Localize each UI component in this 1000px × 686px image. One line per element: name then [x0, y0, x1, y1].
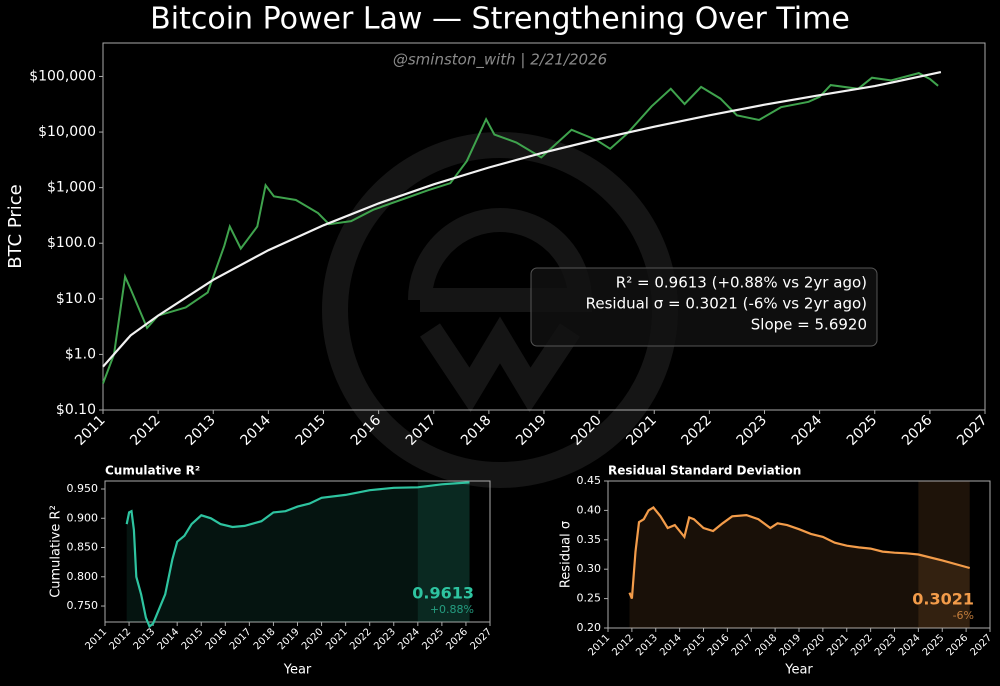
y-tick-label: 0.40 — [577, 503, 602, 516]
y-tick-label: 0.30 — [577, 562, 602, 575]
panel-title: Cumulative R² — [105, 464, 200, 478]
y-axis-label: BTC Price — [5, 184, 26, 269]
y-tick-label: 0.20 — [577, 621, 602, 634]
y-tick-label: 0.25 — [577, 592, 602, 605]
y-tick-label: 0.900 — [67, 511, 99, 524]
area — [629, 507, 970, 628]
x-axis-label: Year — [784, 663, 813, 678]
area — [126, 482, 470, 627]
y-tick-label: $100,000 — [29, 68, 96, 84]
chart-title: Bitcoin Power Law — Strengthening Over T… — [150, 2, 850, 37]
highlight-region — [918, 481, 970, 628]
change-value: +0.88% — [430, 603, 474, 616]
change-value: -6% — [953, 609, 974, 622]
y-tick-label: 0.800 — [67, 570, 99, 583]
current-value: 0.9613 — [412, 584, 474, 603]
series-line — [125, 481, 470, 629]
panel-title: Residual Standard Deviation — [608, 464, 801, 478]
y-tick-label: 0.45 — [577, 474, 602, 487]
y-axis-label: Cumulative R² — [49, 505, 64, 598]
series-line — [102, 71, 942, 368]
annotation-line: Slope = 5.6920 — [751, 316, 867, 334]
y-axis-label: Residual σ — [559, 521, 574, 588]
y-tick-label: 0.950 — [67, 482, 99, 495]
y-tick-label: $10.0 — [56, 291, 96, 307]
annotation-line: Residual σ = 0.3021 (-6% vs 2yr ago) — [586, 295, 867, 313]
y-tick-label: 0.750 — [67, 599, 99, 612]
y-tick-label: $100.0 — [47, 235, 96, 251]
highlight-region — [417, 481, 470, 622]
annotation-box — [530, 267, 878, 347]
series-line — [628, 506, 970, 600]
y-tick-label: $1,000 — [47, 180, 96, 196]
series-line — [102, 72, 939, 384]
y-tick-label: $0.10 — [56, 402, 96, 418]
x-axis-label: Year — [283, 663, 312, 678]
y-tick-label: 0.850 — [67, 541, 99, 554]
chart-subtitle: @sminston_with | 2/21/2026 — [393, 51, 607, 70]
y-tick-label: $1.0 — [65, 346, 96, 362]
y-tick-label: $10,000 — [38, 124, 96, 140]
y-tick-label: 0.35 — [577, 533, 602, 546]
current-value: 0.3021 — [912, 590, 974, 609]
annotation-line: R² = 0.9613 (+0.88% vs 2yr ago) — [616, 274, 867, 292]
